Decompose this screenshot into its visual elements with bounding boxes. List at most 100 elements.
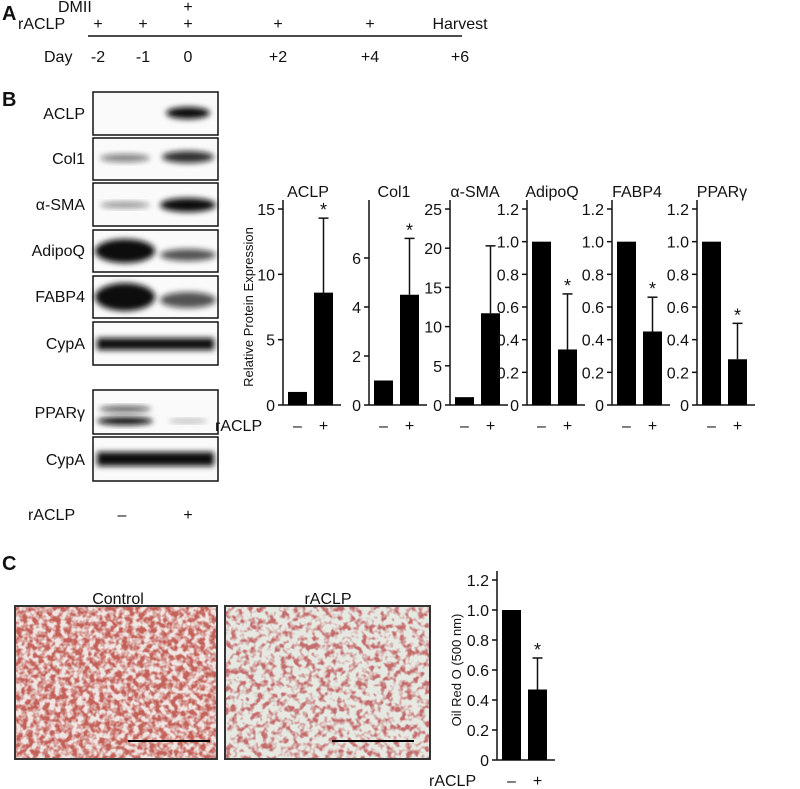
image-label: rACLP	[304, 591, 351, 608]
y-tick-label: 0.8	[497, 267, 519, 284]
band	[95, 283, 155, 311]
bar	[481, 313, 500, 405]
y-tick-label: 10	[257, 267, 275, 284]
band	[168, 419, 208, 423]
treatment-mark: +	[183, 16, 192, 33]
day-label: -2	[91, 49, 105, 66]
x-tick-label: –	[707, 418, 716, 435]
y-tick-label: 15	[424, 280, 442, 297]
y-tick-label: 0.4	[497, 333, 519, 350]
y-tick-label: 0.6	[667, 300, 689, 317]
panel-label: A	[2, 3, 16, 25]
y-tick-label: 1.0	[667, 235, 689, 252]
treatment-mark: +	[365, 16, 374, 33]
x-tick-label: –	[293, 418, 302, 435]
y-tick-label: 0	[680, 398, 689, 415]
band	[160, 198, 216, 212]
panel-label: B	[2, 89, 16, 111]
significance-mark: *	[564, 276, 571, 296]
row-label: rACLP	[18, 16, 65, 33]
y-tick-label: 1.0	[582, 235, 604, 252]
blot-label: α-SMA	[36, 197, 86, 214]
blot-label: CypA	[46, 452, 85, 469]
treatment-mark: +	[138, 16, 147, 33]
significance-mark: *	[734, 305, 741, 325]
blot-stack	[92, 91, 219, 482]
significance-mark: *	[320, 200, 327, 220]
x-tick-label: –	[622, 418, 631, 435]
x-tick-label: +	[486, 418, 495, 435]
band	[100, 154, 150, 162]
y-tick-label: 0.6	[582, 300, 604, 317]
day-label: +2	[269, 49, 287, 66]
harvest-label: Harvest	[432, 16, 488, 33]
x-tick-label: +	[319, 418, 328, 435]
x-tick-label: +	[563, 418, 572, 435]
y-tick-label: 5	[433, 359, 442, 376]
band	[100, 202, 150, 208]
day-label: +4	[361, 49, 379, 66]
y-tick-label: 0.6	[467, 663, 489, 680]
band	[99, 406, 151, 412]
day-label: 0	[184, 49, 193, 66]
y-tick-label: 5	[266, 333, 275, 350]
x-axis-label: rACLP	[429, 773, 476, 789]
x-tick-label: –	[460, 418, 469, 435]
bar	[558, 349, 577, 405]
y-tick-label: 10	[424, 320, 442, 337]
image-label: Control	[92, 591, 144, 608]
band	[97, 452, 214, 466]
significance-mark: *	[649, 279, 656, 299]
bar	[528, 689, 547, 760]
y-tick-label: 0.6	[497, 300, 519, 317]
micrograph-frame	[14, 605, 218, 760]
x-tick-label: –	[507, 773, 516, 789]
y-tick-label: 0.8	[467, 633, 489, 650]
blot-label: PPARγ	[35, 405, 85, 422]
chart-title: Col1	[378, 184, 411, 201]
y-tick-label: 15	[257, 202, 275, 219]
treatment-label: rACLP	[28, 507, 75, 524]
panel-label: C	[2, 553, 16, 575]
x-tick-label: +	[648, 418, 657, 435]
row-label: DMII	[58, 0, 92, 16]
x-tick-label: +	[533, 773, 542, 789]
bar	[314, 292, 333, 405]
y-tick-label: 0.2	[497, 365, 519, 382]
chart-title: AdipoQ	[525, 184, 578, 201]
y-tick-label: 20	[424, 241, 442, 258]
y-tick-label: 2	[352, 349, 361, 366]
y-tick-label: 1.0	[497, 235, 519, 252]
bar	[288, 391, 307, 405]
y-tick-label: 1.0	[467, 603, 489, 620]
bar	[617, 241, 636, 405]
y-tick-label: 0.4	[467, 693, 489, 710]
micrograph-texture	[225, 606, 430, 759]
bar	[728, 359, 747, 405]
blot-label: FABP4	[35, 289, 85, 306]
y-tick-label: 1.2	[467, 573, 489, 590]
band	[95, 239, 155, 263]
blot-label: Col1	[52, 151, 85, 168]
micrograph-texture	[15, 606, 217, 759]
bar	[532, 241, 551, 405]
lane-label: –	[118, 507, 127, 524]
y-axis-label: Relative Protein Expression	[241, 227, 256, 387]
y-tick-label: 25	[424, 202, 442, 219]
band	[162, 151, 214, 163]
y-tick-label: 4	[352, 300, 361, 317]
blot-label: ACLP	[43, 106, 85, 123]
y-tick-label: 6	[352, 251, 361, 268]
day-label: +6	[451, 49, 469, 66]
y-tick-label: 0.2	[467, 723, 489, 740]
chart-title: FABP4	[612, 184, 662, 201]
day-label: -1	[136, 49, 150, 66]
band	[97, 338, 214, 350]
lane-label: +	[183, 507, 192, 524]
y-tick-label: 0	[480, 753, 489, 770]
micrograph-frame	[224, 605, 431, 760]
x-tick-label: +	[405, 418, 414, 435]
bar	[643, 331, 662, 405]
bar	[502, 610, 521, 760]
